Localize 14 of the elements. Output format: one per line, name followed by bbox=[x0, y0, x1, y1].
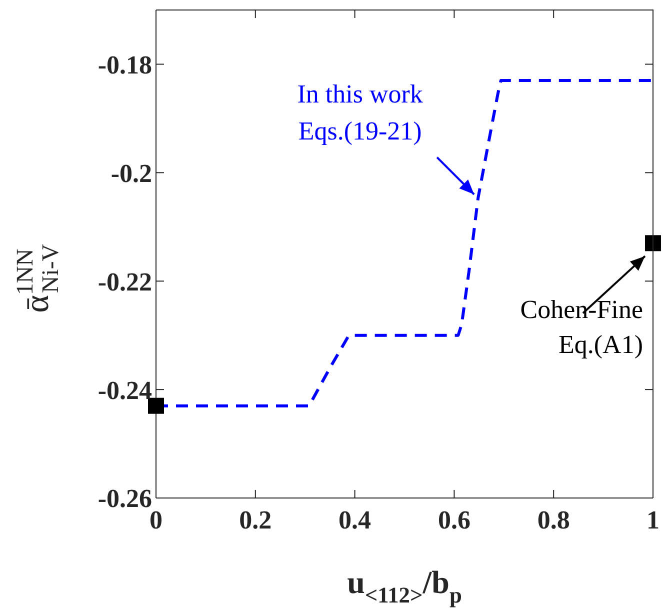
x-tick-label: 0.8 bbox=[537, 505, 570, 534]
y-tick-label: -0.18 bbox=[98, 50, 152, 80]
annotation: In this work Eqs.(19-21) bbox=[297, 79, 423, 146]
x-tick-label: 0 bbox=[150, 505, 162, 534]
x-tick-label: 0.4 bbox=[338, 505, 372, 534]
x-tick-label: 1 bbox=[646, 505, 660, 534]
y-tick-label: -0.26 bbox=[98, 484, 152, 514]
x-tick-label: 0.6 bbox=[438, 505, 470, 534]
y-tick-label: -0.24 bbox=[98, 376, 152, 405]
x-tick-label: 0.2 bbox=[239, 505, 272, 534]
x-axis-title: u$_{<112>}$/b$_{p}$ bbox=[347, 564, 462, 608]
annotation: Cohen-Fine Eq.(A1) bbox=[520, 295, 643, 360]
y-tick-label: -0.2 bbox=[110, 158, 152, 188]
y-tick-label: -0.22 bbox=[98, 267, 152, 296]
